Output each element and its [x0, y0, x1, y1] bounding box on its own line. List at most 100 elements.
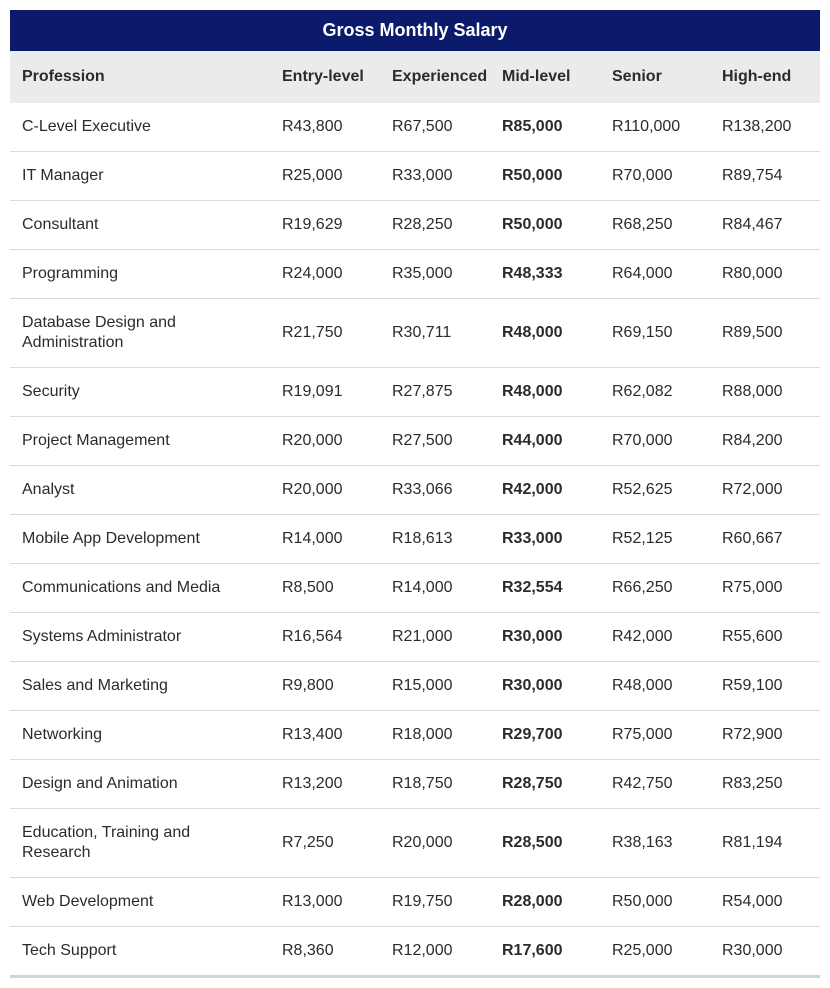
cell-value: R28,000: [490, 878, 600, 927]
cell-value: R84,200: [710, 417, 820, 466]
cell-value: R50,000: [600, 878, 710, 927]
cell-value: R72,000: [710, 466, 820, 515]
cell-value: R48,000: [490, 299, 600, 368]
cell-value: R27,875: [380, 368, 490, 417]
cell-value: R18,613: [380, 515, 490, 564]
table-header: Profession Entry-level Experienced Mid-l…: [10, 51, 820, 103]
cell-value: R14,000: [270, 515, 380, 564]
cell-value: R88,000: [710, 368, 820, 417]
cell-value: R70,000: [600, 417, 710, 466]
cell-value: R85,000: [490, 103, 600, 152]
cell-value: R42,000: [490, 466, 600, 515]
cell-value: R48,000: [490, 368, 600, 417]
cell-value: R15,000: [380, 662, 490, 711]
cell-value: R110,000: [600, 103, 710, 152]
table-row: Tech SupportR8,360R12,000R17,600R25,000R…: [10, 927, 820, 977]
cell-value: R43,800: [270, 103, 380, 152]
cell-value: R7,250: [270, 809, 380, 878]
table-row: Project ManagementR20,000R27,500R44,000R…: [10, 417, 820, 466]
cell-value: R13,000: [270, 878, 380, 927]
cell-profession: Mobile App Development: [10, 515, 270, 564]
cell-profession: Networking: [10, 711, 270, 760]
table-row: AnalystR20,000R33,066R42,000R52,625R72,0…: [10, 466, 820, 515]
cell-value: R8,500: [270, 564, 380, 613]
table-row: C-Level ExecutiveR43,800R67,500R85,000R1…: [10, 103, 820, 152]
cell-value: R29,700: [490, 711, 600, 760]
cell-value: R14,000: [380, 564, 490, 613]
cell-value: R30,000: [710, 927, 820, 977]
table-title: Gross Monthly Salary: [10, 10, 820, 51]
cell-value: R38,163: [600, 809, 710, 878]
table-row: Design and AnimationR13,200R18,750R28,75…: [10, 760, 820, 809]
table-row: Education, Training and ResearchR7,250R2…: [10, 809, 820, 878]
cell-value: R20,000: [380, 809, 490, 878]
cell-value: R24,000: [270, 250, 380, 299]
cell-value: R59,100: [710, 662, 820, 711]
cell-value: R70,000: [600, 152, 710, 201]
cell-value: R8,360: [270, 927, 380, 977]
table-row: Mobile App DevelopmentR14,000R18,613R33,…: [10, 515, 820, 564]
cell-value: R25,000: [600, 927, 710, 977]
cell-value: R16,564: [270, 613, 380, 662]
cell-value: R30,000: [490, 613, 600, 662]
table-row: NetworkingR13,400R18,000R29,700R75,000R7…: [10, 711, 820, 760]
table-row: Sales and MarketingR9,800R15,000R30,000R…: [10, 662, 820, 711]
cell-value: R28,500: [490, 809, 600, 878]
cell-profession: Communications and Media: [10, 564, 270, 613]
table-row: Systems AdministratorR16,564R21,000R30,0…: [10, 613, 820, 662]
cell-profession: Project Management: [10, 417, 270, 466]
cell-profession: Design and Animation: [10, 760, 270, 809]
cell-value: R21,750: [270, 299, 380, 368]
cell-value: R9,800: [270, 662, 380, 711]
col-mid-level: Mid-level: [490, 51, 600, 103]
cell-value: R81,194: [710, 809, 820, 878]
cell-profession: Web Development: [10, 878, 270, 927]
table-row: ConsultantR19,629R28,250R50,000R68,250R8…: [10, 201, 820, 250]
cell-value: R50,000: [490, 152, 600, 201]
col-experienced: Experienced: [380, 51, 490, 103]
salary-table: Gross Monthly Salary Profession Entry-le…: [10, 10, 820, 978]
cell-value: R52,125: [600, 515, 710, 564]
cell-value: R48,333: [490, 250, 600, 299]
cell-value: R33,000: [380, 152, 490, 201]
table-row: Database Design and AdministrationR21,75…: [10, 299, 820, 368]
cell-profession: IT Manager: [10, 152, 270, 201]
cell-value: R19,750: [380, 878, 490, 927]
cell-value: R72,900: [710, 711, 820, 760]
table-body: C-Level ExecutiveR43,800R67,500R85,000R1…: [10, 103, 820, 977]
cell-profession: Analyst: [10, 466, 270, 515]
header-row: Profession Entry-level Experienced Mid-l…: [10, 51, 820, 103]
cell-value: R89,754: [710, 152, 820, 201]
cell-value: R75,000: [710, 564, 820, 613]
cell-profession: Programming: [10, 250, 270, 299]
table-row: SecurityR19,091R27,875R48,000R62,082R88,…: [10, 368, 820, 417]
cell-value: R20,000: [270, 466, 380, 515]
cell-value: R33,066: [380, 466, 490, 515]
table-row: ProgrammingR24,000R35,000R48,333R64,000R…: [10, 250, 820, 299]
cell-value: R19,629: [270, 201, 380, 250]
cell-value: R84,467: [710, 201, 820, 250]
cell-value: R89,500: [710, 299, 820, 368]
cell-value: R52,625: [600, 466, 710, 515]
cell-profession: Tech Support: [10, 927, 270, 977]
cell-value: R75,000: [600, 711, 710, 760]
cell-value: R44,000: [490, 417, 600, 466]
cell-value: R42,750: [600, 760, 710, 809]
cell-profession: Consultant: [10, 201, 270, 250]
cell-value: R33,000: [490, 515, 600, 564]
cell-value: R48,000: [600, 662, 710, 711]
cell-value: R50,000: [490, 201, 600, 250]
cell-profession: Education, Training and Research: [10, 809, 270, 878]
cell-value: R35,000: [380, 250, 490, 299]
cell-value: R42,000: [600, 613, 710, 662]
cell-value: R13,400: [270, 711, 380, 760]
cell-value: R12,000: [380, 927, 490, 977]
cell-value: R19,091: [270, 368, 380, 417]
cell-profession: Database Design and Administration: [10, 299, 270, 368]
cell-profession: Sales and Marketing: [10, 662, 270, 711]
cell-value: R17,600: [490, 927, 600, 977]
cell-value: R18,000: [380, 711, 490, 760]
cell-value: R66,250: [600, 564, 710, 613]
table-row: Web DevelopmentR13,000R19,750R28,000R50,…: [10, 878, 820, 927]
cell-value: R21,000: [380, 613, 490, 662]
